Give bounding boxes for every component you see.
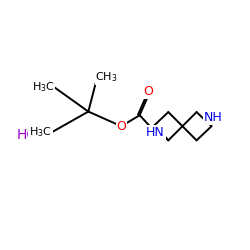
Text: HCl: HCl xyxy=(16,128,40,142)
Text: $\mathsf{H_3C}$: $\mathsf{H_3C}$ xyxy=(29,125,52,139)
Text: O: O xyxy=(116,120,126,133)
Text: $\mathsf{CH_3}$: $\mathsf{CH_3}$ xyxy=(96,70,118,84)
Text: HN: HN xyxy=(146,126,165,139)
Text: O: O xyxy=(143,85,153,98)
Text: NH: NH xyxy=(204,111,223,124)
Text: $\mathsf{H_3C}$: $\mathsf{H_3C}$ xyxy=(32,80,54,94)
